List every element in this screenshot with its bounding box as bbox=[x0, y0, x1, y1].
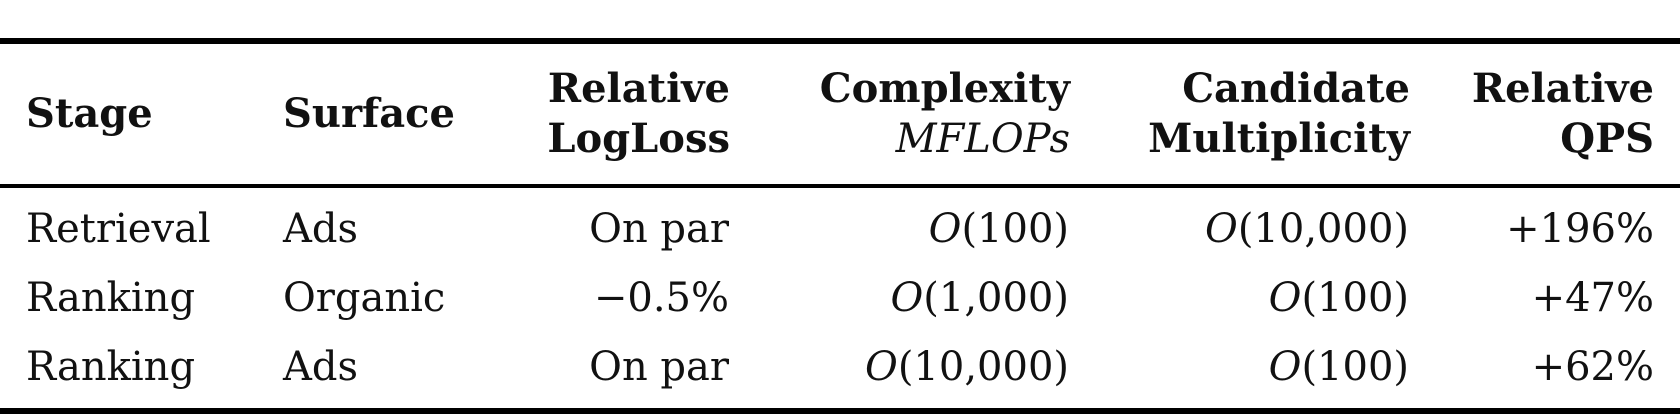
header-relative-logloss: Relative LogLoss bbox=[547, 65, 730, 162]
cell-stage: Retrieval bbox=[26, 205, 211, 252]
cell-qps: +62% bbox=[1531, 343, 1654, 390]
header-candidate-multiplicity: Candidate Multiplicity bbox=[1148, 65, 1410, 162]
table-row: Retrieval Ads On par O(100) O(10,000) +1… bbox=[0, 194, 1680, 263]
cell-multiplicity: O(10,000) bbox=[1205, 205, 1409, 252]
cell-logloss: On par bbox=[589, 343, 729, 390]
bottom-rule bbox=[0, 408, 1680, 414]
cell-surface: Ads bbox=[283, 343, 359, 390]
results-table: Stage Surface Relative LogLoss Complexit… bbox=[0, 44, 1680, 401]
header-relative-qps: Relative QPS bbox=[1471, 65, 1654, 162]
cell-qps: +47% bbox=[1531, 274, 1654, 321]
cell-mflops: O(10,000) bbox=[865, 343, 1069, 390]
header-stage: Stage bbox=[26, 90, 153, 137]
table-header-row: Stage Surface Relative LogLoss Complexit… bbox=[0, 44, 1680, 184]
cell-stage: Ranking bbox=[26, 274, 196, 321]
cell-logloss: On par bbox=[589, 205, 729, 252]
header-rule bbox=[0, 184, 1680, 188]
cell-mflops: O(100) bbox=[928, 205, 1069, 252]
cell-logloss: −0.5% bbox=[593, 274, 729, 321]
cell-multiplicity: O(100) bbox=[1268, 343, 1409, 390]
cell-multiplicity: O(100) bbox=[1268, 274, 1409, 321]
cell-qps: +196% bbox=[1506, 205, 1654, 252]
cell-surface: Organic bbox=[283, 274, 446, 321]
cell-mflops: O(1,000) bbox=[890, 274, 1069, 321]
table-row: Ranking Ads On par O(10,000) O(100) +62% bbox=[0, 332, 1680, 401]
cell-stage: Ranking bbox=[26, 343, 196, 390]
cell-surface: Ads bbox=[283, 205, 359, 252]
table-row: Ranking Organic −0.5% O(1,000) O(100) +4… bbox=[0, 263, 1680, 332]
header-complexity: Complexity MFLOPs bbox=[819, 65, 1070, 162]
header-surface: Surface bbox=[283, 90, 455, 137]
top-rule bbox=[0, 38, 1680, 44]
